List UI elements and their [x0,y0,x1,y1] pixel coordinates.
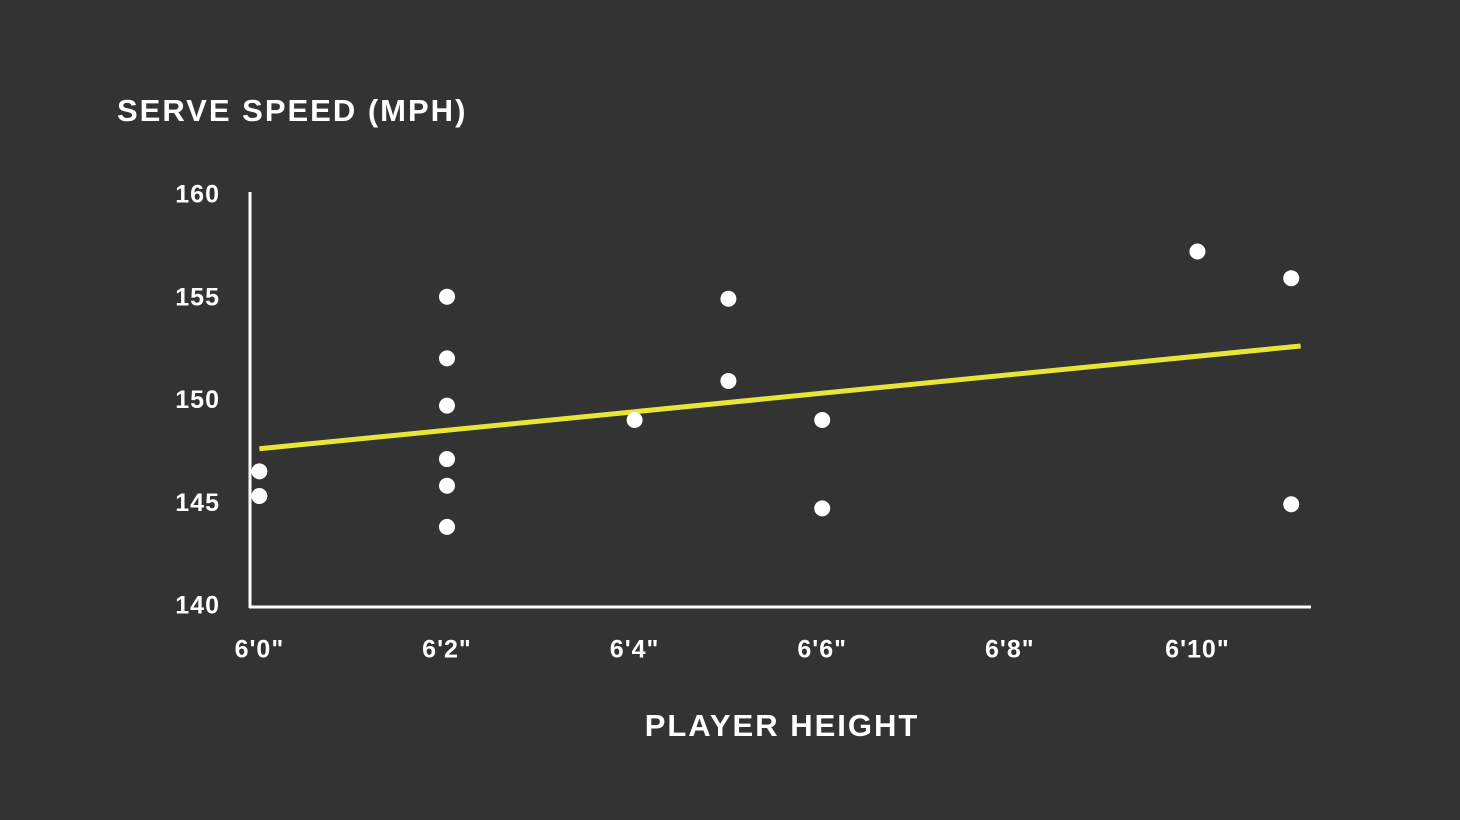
y-tick-label: 140 [175,592,220,620]
x-tick-label: 6'0" [235,636,285,664]
data-point [438,350,455,367]
x-tick-label: 6'2" [422,636,472,664]
data-point [438,397,455,414]
y-tick-label: 145 [175,489,220,517]
data-point [438,451,455,468]
data-point [814,411,831,428]
data-point [438,288,455,305]
data-point [720,290,737,307]
data-point [720,372,737,389]
data-point [438,518,455,535]
x-axis-title: PLAYER HEIGHT [645,708,920,743]
data-point [438,477,455,494]
data-point [814,500,831,517]
y-tick-label: 150 [175,386,220,414]
data-point [626,411,643,428]
x-tick-label: 6'4" [610,636,660,664]
y-axis-title: SERVE SPEED (MPH) [117,93,467,128]
x-tick-label: 6'8" [985,636,1035,664]
data-point [1283,270,1300,287]
data-point [251,488,268,505]
trend-line [259,343,1301,452]
data-point [251,463,268,480]
x-tick-label: 6'6" [797,636,847,664]
y-tick-label: 160 [175,181,220,209]
y-tick-label: 155 [175,283,220,311]
x-tick-label: 6'10" [1165,636,1230,664]
data-point [1189,243,1206,260]
data-point [1283,496,1300,513]
